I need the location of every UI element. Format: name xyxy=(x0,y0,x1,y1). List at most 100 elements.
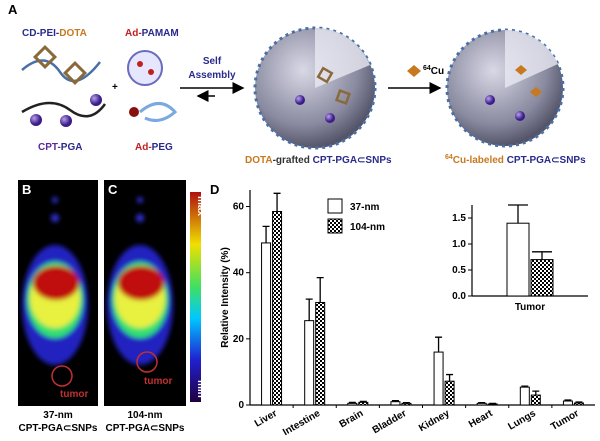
reagent-label: Ad-PAMAM xyxy=(125,28,179,39)
dota-icon xyxy=(62,60,88,86)
cpt-bead xyxy=(295,95,305,105)
cpt-bead xyxy=(485,95,495,105)
x-tick-label: Heart xyxy=(467,408,495,431)
error-bar xyxy=(532,390,540,396)
cutaway xyxy=(505,29,558,88)
text-part: CPT- xyxy=(38,142,61,153)
error-bar xyxy=(564,399,572,402)
text-part: PGA xyxy=(61,142,83,153)
bar xyxy=(562,400,573,406)
text-part: PAMAM xyxy=(142,28,179,39)
signal xyxy=(22,197,173,365)
panel-images: B C tumor tumor 37-nm CPT-PGA⊂SNPs 104-n… xyxy=(18,180,206,434)
polymer xyxy=(21,59,101,83)
bar xyxy=(347,402,358,406)
y-tick-label: 1.0 xyxy=(452,239,466,250)
text-part: Ad- xyxy=(125,28,142,39)
caption: 104-nm xyxy=(127,410,162,421)
legend-swatch xyxy=(327,218,343,234)
y-axis-label: Relative Intensity (%) xyxy=(220,247,231,348)
cu-icon xyxy=(530,87,542,97)
caption: 37-nm xyxy=(43,410,73,421)
text-part: CPT-PGA⊂SNPs xyxy=(507,155,586,166)
bar xyxy=(530,259,554,297)
y-tick-label: 0 xyxy=(238,400,244,411)
error-bar xyxy=(521,385,529,388)
cpt-bead xyxy=(30,114,42,126)
colorbar-label: min xyxy=(195,380,206,398)
bar xyxy=(315,301,326,406)
ad-icon xyxy=(148,69,154,75)
error-bar xyxy=(262,225,270,243)
bar xyxy=(401,402,412,406)
bar xyxy=(530,394,541,406)
error-bar xyxy=(435,336,443,353)
bar xyxy=(358,401,369,406)
bar xyxy=(487,403,498,406)
error-bar xyxy=(316,277,324,303)
y-tick-label: 0.5 xyxy=(452,265,466,276)
cu-icon xyxy=(515,65,527,75)
reagent-label: Ad-PEG xyxy=(135,142,173,153)
peg-icon xyxy=(139,102,178,122)
error-bar xyxy=(575,401,583,404)
error-bar xyxy=(508,204,528,224)
product-label: DOTA-grafted CPT-PGA⊂SNPs xyxy=(245,155,392,166)
polymer xyxy=(21,101,107,118)
colorbar-label: max xyxy=(195,196,206,216)
product-label: 64Cu-labeled CPT-PGA⊂SNPs xyxy=(445,154,586,166)
panel-a: A CD-PEI-DOTA CPT-PGA + Ad-PAMAM Ad-PEG … xyxy=(8,2,586,166)
reagent-label: CD-PEI-DOTA xyxy=(22,28,87,39)
bar xyxy=(390,401,401,406)
tumor-marker xyxy=(136,351,158,373)
bar xyxy=(444,380,455,406)
panel-label: B xyxy=(22,182,31,197)
bar xyxy=(304,320,315,406)
x-tick-label: Intestine xyxy=(281,408,322,438)
y-tick-label: 60 xyxy=(233,202,245,213)
caption: CPT-PGA⊂SNPs xyxy=(19,423,98,434)
caption: CPT-PGA⊂SNPs xyxy=(106,423,185,434)
ad-icon xyxy=(129,107,139,117)
text-part: PEG xyxy=(152,142,173,153)
text-part: Cu-labeled xyxy=(453,155,507,166)
error-bar xyxy=(489,402,497,405)
dota-icon xyxy=(316,66,334,84)
arrow-label: 64Cu xyxy=(423,65,444,77)
plus-sign: + xyxy=(112,82,118,93)
text-part: DOTA xyxy=(245,155,273,166)
text-part: -grafted xyxy=(273,155,313,166)
error-bar xyxy=(391,400,399,402)
cpt-bead xyxy=(90,94,102,106)
bar xyxy=(573,402,584,406)
x-tick-label: Bladder xyxy=(371,408,409,436)
text-part: CPT-PGA⊂SNPs xyxy=(313,155,392,166)
x-tick-label: Kidney xyxy=(417,408,452,434)
y-tick-label: 20 xyxy=(233,334,245,345)
cpt-bead xyxy=(325,113,335,123)
error-bar xyxy=(273,192,281,212)
legend-label: 104-nm xyxy=(350,222,385,233)
panel-label: A xyxy=(8,2,18,17)
x-tick-label: Brain xyxy=(338,408,366,430)
panel-label: C xyxy=(108,182,118,197)
panel-label: D xyxy=(210,182,219,197)
x-tick-label: Liver xyxy=(253,408,279,430)
text-part: DOTA xyxy=(59,28,87,39)
bar xyxy=(476,402,487,406)
tumor-label: tumor xyxy=(60,389,88,400)
text-part: Cu xyxy=(431,66,444,77)
error-bar xyxy=(532,251,552,260)
arrow-label: Self xyxy=(203,56,222,67)
tumor-label: tumor xyxy=(144,376,172,387)
y-tick-label: 0.0 xyxy=(452,291,466,302)
bar xyxy=(433,351,444,406)
bar xyxy=(261,242,272,406)
cutaway xyxy=(315,28,370,88)
x-tick-label: Lungs xyxy=(506,408,538,433)
error-bar xyxy=(446,373,454,382)
x-tick-label: Tumor xyxy=(515,302,545,313)
reagent-label: CPT-PGA xyxy=(38,142,82,153)
cpt-bead xyxy=(60,115,72,127)
